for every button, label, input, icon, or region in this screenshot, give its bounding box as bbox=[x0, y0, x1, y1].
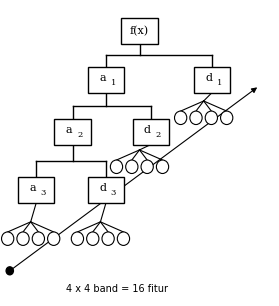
Text: f(x): f(x) bbox=[130, 25, 149, 36]
Text: 4 x 4 band = 16 fitur: 4 x 4 band = 16 fitur bbox=[66, 284, 168, 294]
Circle shape bbox=[6, 267, 13, 275]
Circle shape bbox=[47, 232, 60, 245]
Circle shape bbox=[141, 160, 153, 174]
Circle shape bbox=[126, 160, 138, 174]
Text: 1: 1 bbox=[217, 79, 222, 87]
Text: 2: 2 bbox=[77, 131, 82, 139]
Circle shape bbox=[71, 232, 84, 245]
Text: a: a bbox=[66, 125, 73, 135]
Text: 2: 2 bbox=[155, 131, 160, 139]
Text: 1: 1 bbox=[110, 79, 116, 87]
Text: a: a bbox=[99, 73, 106, 83]
Circle shape bbox=[156, 160, 169, 174]
Circle shape bbox=[110, 160, 123, 174]
FancyBboxPatch shape bbox=[88, 177, 124, 203]
FancyBboxPatch shape bbox=[54, 119, 91, 145]
Circle shape bbox=[17, 232, 29, 245]
Text: 3: 3 bbox=[41, 189, 46, 197]
Text: a: a bbox=[30, 183, 36, 193]
FancyBboxPatch shape bbox=[18, 177, 54, 203]
Circle shape bbox=[117, 232, 129, 245]
FancyBboxPatch shape bbox=[121, 17, 158, 43]
Circle shape bbox=[175, 111, 187, 125]
Circle shape bbox=[102, 232, 114, 245]
Circle shape bbox=[86, 232, 99, 245]
Circle shape bbox=[190, 111, 202, 125]
FancyBboxPatch shape bbox=[133, 119, 169, 145]
FancyBboxPatch shape bbox=[194, 67, 230, 92]
Circle shape bbox=[220, 111, 233, 125]
Text: 3: 3 bbox=[110, 189, 116, 197]
Circle shape bbox=[1, 232, 14, 245]
FancyBboxPatch shape bbox=[88, 67, 124, 92]
Text: d: d bbox=[99, 183, 106, 193]
Text: d: d bbox=[205, 73, 212, 83]
Circle shape bbox=[32, 232, 45, 245]
Text: d: d bbox=[144, 125, 151, 135]
Circle shape bbox=[205, 111, 218, 125]
